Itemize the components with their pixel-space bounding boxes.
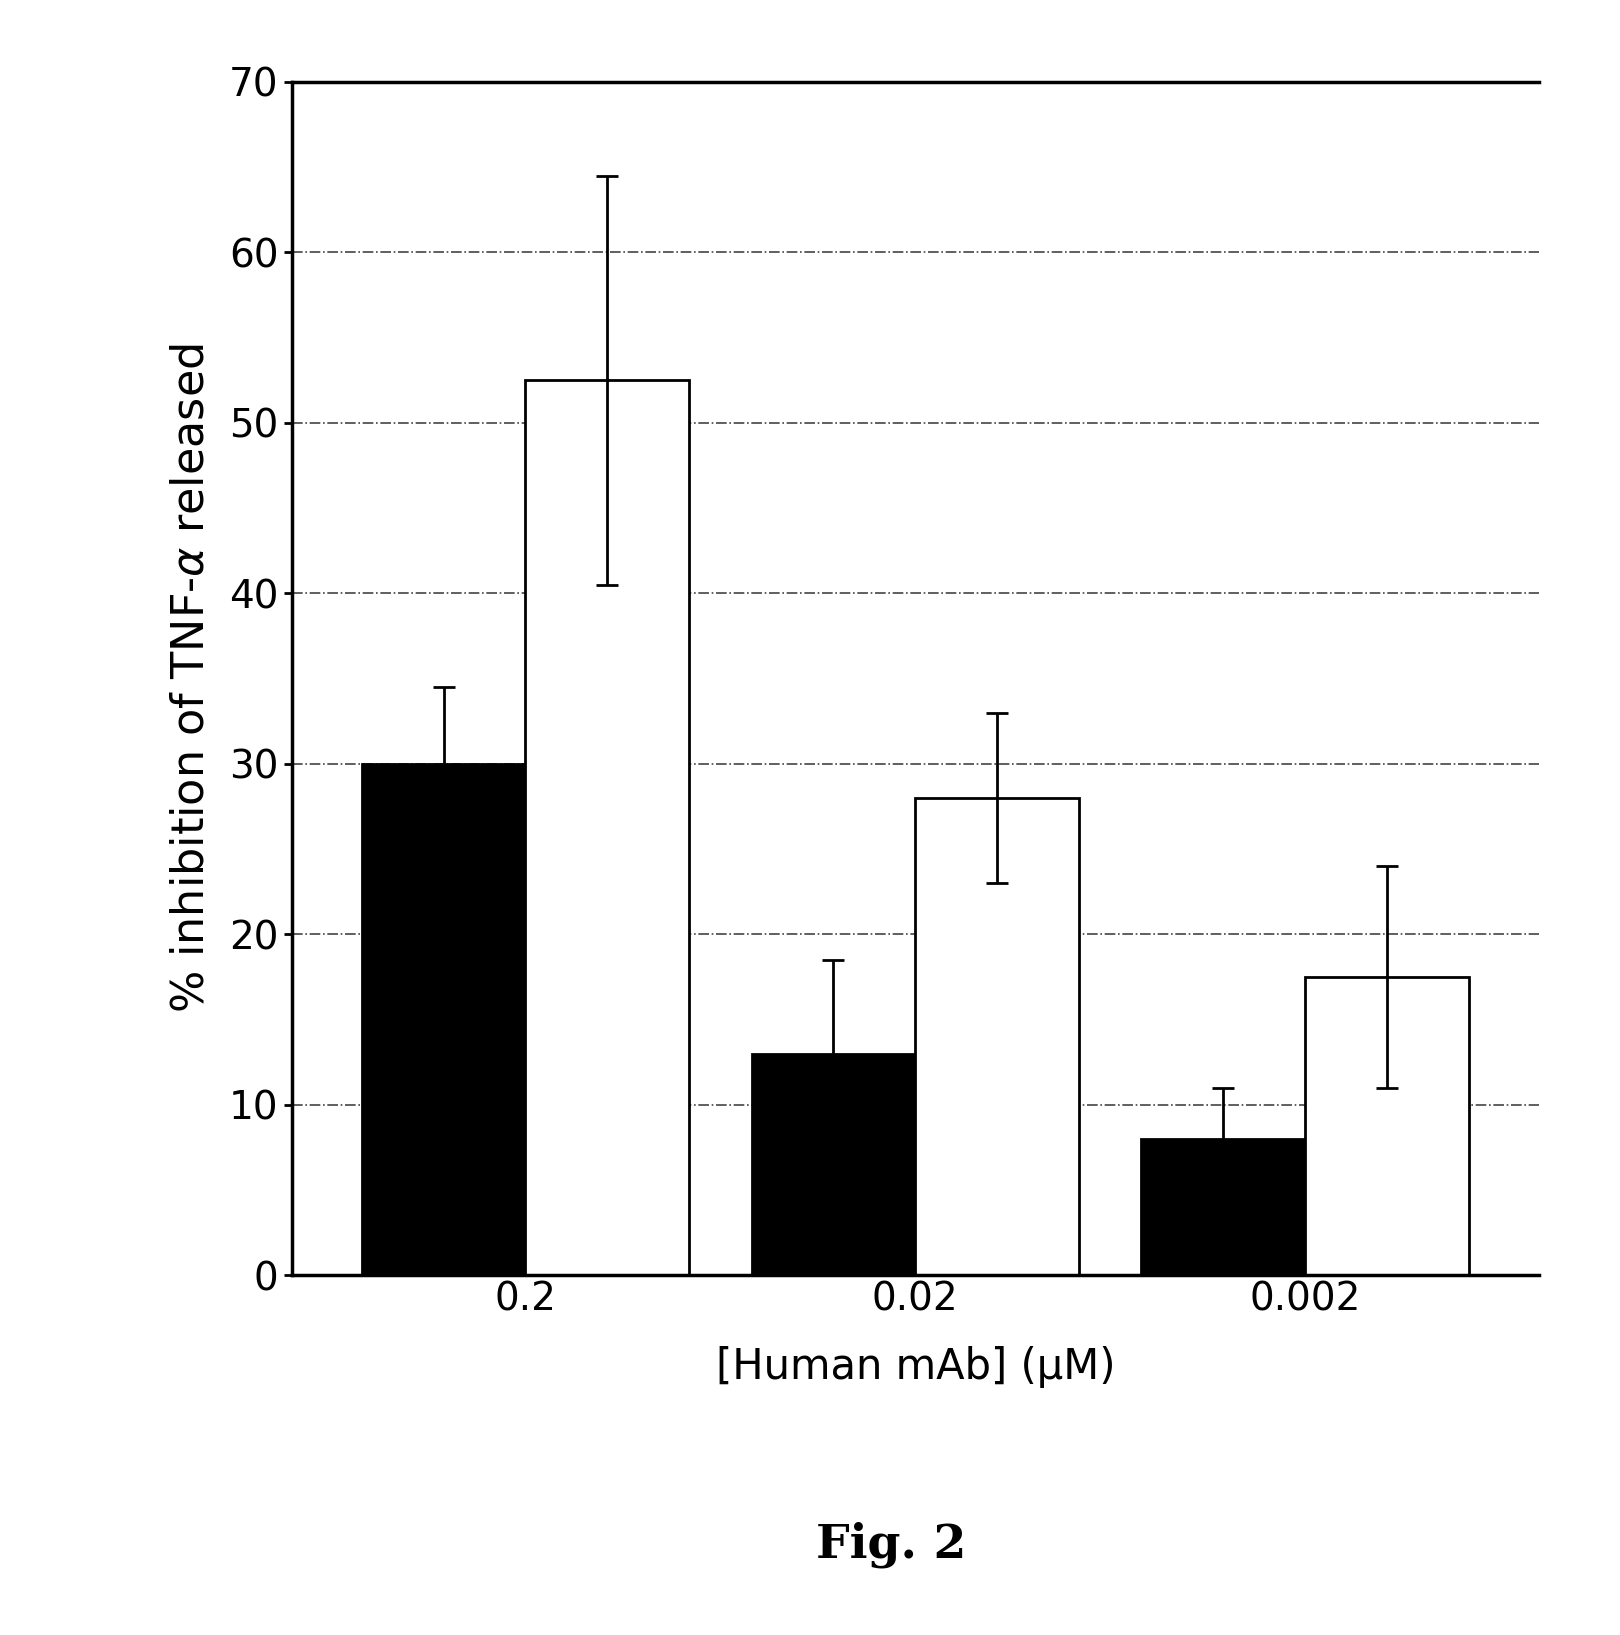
Bar <box>752 1053 915 1275</box>
Y-axis label: % inhibition of TNF-$\alpha$ released: % inhibition of TNF-$\alpha$ released <box>168 343 212 1014</box>
Bar <box>361 764 525 1275</box>
Bar <box>525 379 688 1275</box>
X-axis label: [Human mAb] (μM): [Human mAb] (μM) <box>716 1346 1115 1388</box>
Bar <box>1306 976 1469 1275</box>
Text: Fig. 2: Fig. 2 <box>816 1522 966 1568</box>
Bar <box>1142 1140 1306 1275</box>
Bar <box>915 798 1079 1275</box>
